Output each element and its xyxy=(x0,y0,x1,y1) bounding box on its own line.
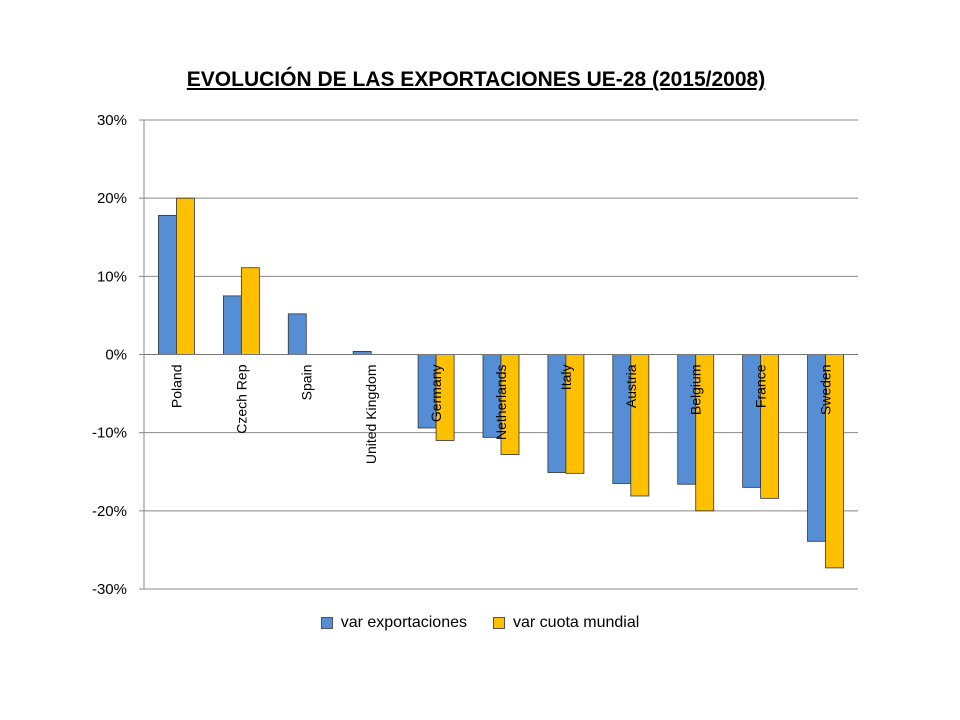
bar-cuota-czech-rep xyxy=(240,267,260,355)
category-label-poland: Poland xyxy=(168,365,184,409)
legend-label-cuota: var cuota mundial xyxy=(513,614,640,631)
legend-swatch-cuota xyxy=(493,617,505,629)
bar-exportaciones-spain xyxy=(287,313,307,355)
category-label-france: France xyxy=(753,364,769,408)
y-tick-label: 10% xyxy=(97,268,127,285)
category-labels: Poland Czech Rep Spain United Kingdom German… xyxy=(144,354,858,465)
y-tick-label: -20% xyxy=(92,503,127,520)
category-label-netherlands: Netherlands xyxy=(493,365,509,441)
legend-item-exportaciones: var exportaciones xyxy=(320,614,467,632)
category-label-spain: Spain xyxy=(298,365,314,401)
legend: var exportaciones var cuota mundial xyxy=(0,614,960,632)
category-label-sweden: Sweden xyxy=(818,365,834,416)
chart-title: EVOLUCIÓN DE LAS EXPORTACIONES UE-28 (20… xyxy=(186,68,766,91)
bar-exportaciones-poland xyxy=(158,214,177,355)
bar-cuota-poland xyxy=(176,197,195,355)
category-label-united-kingdom: United Kingdom xyxy=(363,365,379,465)
axes: 30% 20% 10% 0% -10% -20% -30% xyxy=(92,112,145,598)
category-label-belgium: Belgium xyxy=(688,365,704,416)
legend-item-cuota: var cuota mundial xyxy=(493,614,639,632)
y-tick-label: -30% xyxy=(92,581,127,598)
y-tick-label: 20% xyxy=(97,190,127,207)
bars xyxy=(158,197,844,569)
category-label-czech-rep: Czech Rep xyxy=(233,364,249,433)
category-label-austria: Austria xyxy=(623,364,639,408)
legend-swatch-exportaciones xyxy=(320,617,333,629)
y-tick-label: -10% xyxy=(92,425,127,442)
legend-label-exportaciones: var exportaciones xyxy=(340,614,467,631)
category-label-germany: Germany xyxy=(428,365,444,423)
category-label-italy: Italy xyxy=(558,365,574,391)
bar-exportaciones-czech-rep xyxy=(222,295,242,355)
y-tick-label: 30% xyxy=(97,112,127,129)
y-tick-label: 0% xyxy=(105,347,127,364)
